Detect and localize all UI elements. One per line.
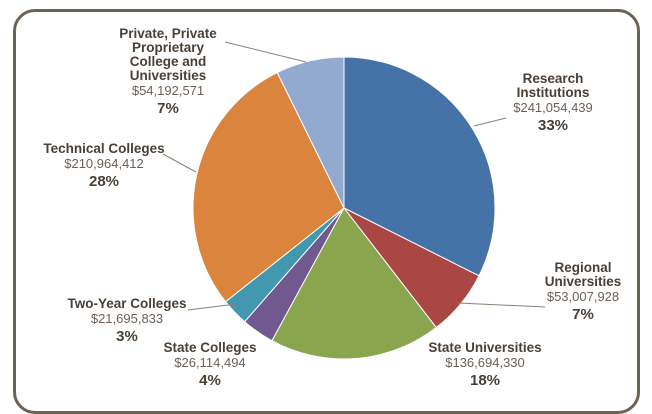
slice-name-label: Technical Colleges — [43, 141, 164, 156]
leader-line-regional-universities — [457, 302, 546, 308]
slice-percent-label: 3% — [116, 328, 138, 345]
slice-value-label: $54,192,571 — [132, 83, 204, 98]
slice-private-private-proprietary-college-and-universities — [276, 56, 345, 209]
data-label-state-colleges: State Colleges$26,114,494 4% — [163, 340, 256, 389]
leader-line-research-institutions — [473, 117, 507, 127]
slice-name-label: Research Institutions — [517, 71, 590, 100]
data-label-two-year-colleges: Two-Year Colleges$21,695,833 3% — [67, 296, 186, 345]
data-label-research-institutions: Research Institutions$241,054,439 33% — [513, 71, 593, 134]
slice-name-label: State Universities — [428, 340, 541, 355]
slice-value-label: $210,964,412 — [64, 156, 144, 171]
data-label-regional-universities: Regional Universities$53,007,928 7% — [545, 260, 622, 323]
slice-name-label: Private, Private Proprietary College and Un… — [119, 26, 217, 83]
slice-percent-label: 4% — [199, 372, 221, 389]
leader-line-two-year-colleges — [187, 303, 237, 311]
slice-value-label: $136,694,330 — [445, 355, 525, 370]
slice-name-label: Regional Universities — [545, 260, 622, 289]
slice-percent-label: 7% — [572, 306, 594, 323]
slice-state-universities — [271, 207, 437, 360]
slice-value-label: $21,695,833 — [91, 311, 163, 326]
slice-name-label: Two-Year Colleges — [67, 296, 186, 311]
slice-technical-colleges — [192, 71, 345, 303]
slice-percent-label: 18% — [470, 372, 500, 389]
slice-name-label: State Colleges — [163, 340, 256, 355]
leader-line-private-private-proprietary-college-and-universities — [224, 41, 307, 63]
leader-line-technical-colleges — [162, 153, 197, 173]
slice-percent-label: 28% — [89, 173, 119, 190]
slice-research-institutions — [343, 56, 496, 277]
slice-value-label: $26,114,494 — [174, 355, 245, 370]
slice-percent-label: 33% — [538, 117, 568, 134]
data-label-private-private-proprietary-college-and-universities: Private, Private Proprietary College and Un… — [119, 26, 217, 117]
slice-value-label: $53,007,928 — [547, 289, 619, 304]
data-label-technical-colleges: Technical Colleges$210,964,412 28% — [43, 141, 164, 190]
slice-value-label: $241,054,439 — [513, 100, 593, 115]
slice-percent-label: 7% — [157, 100, 179, 117]
data-label-state-universities: State Universities$136,694,330 18% — [428, 340, 541, 389]
